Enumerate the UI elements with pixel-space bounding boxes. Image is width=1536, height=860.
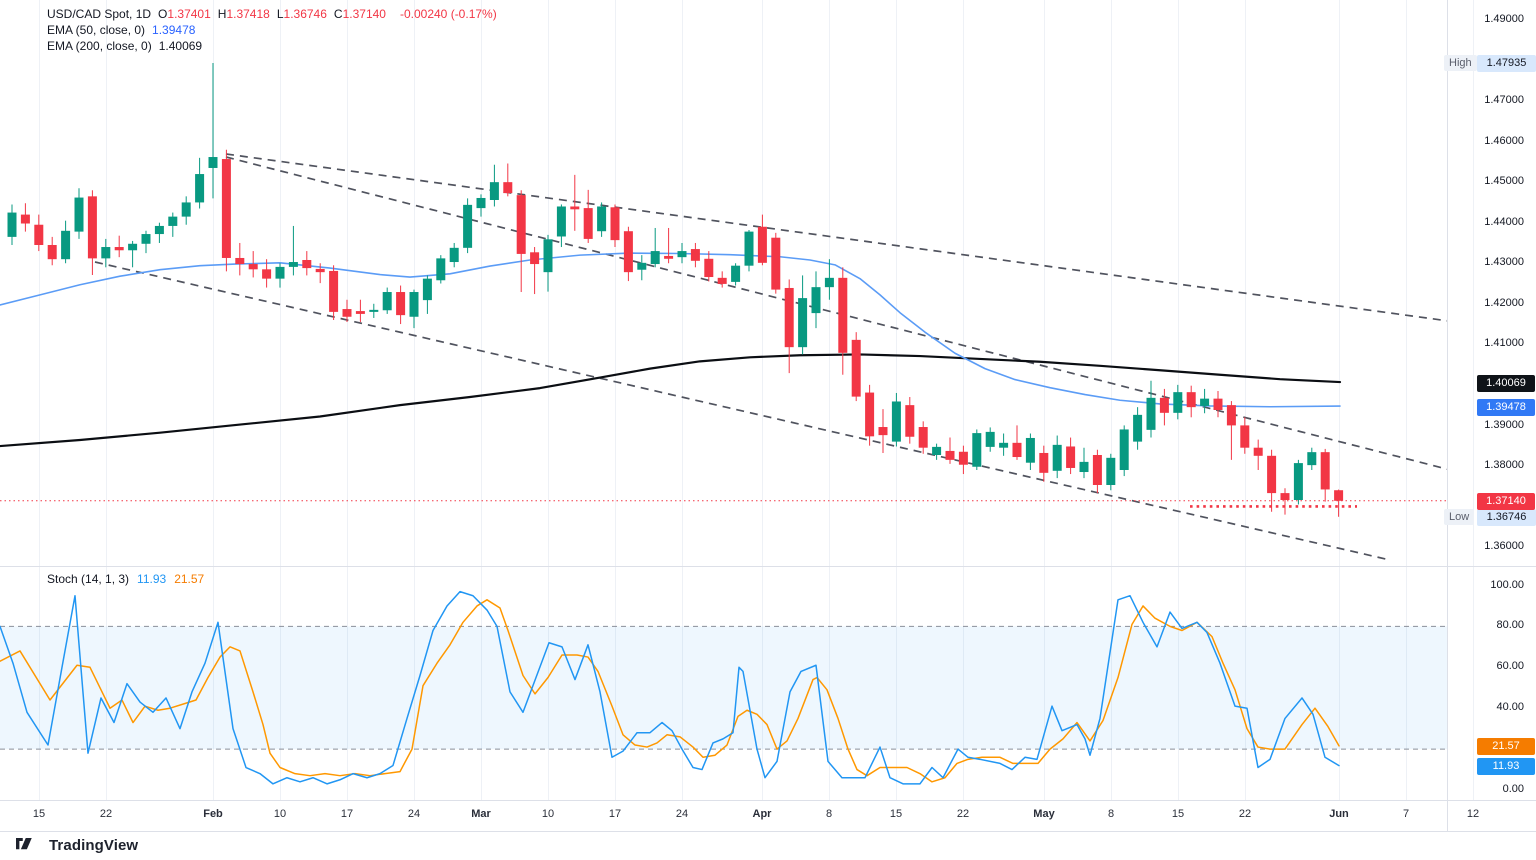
stoch-k-line[interactable] [0, 590, 1340, 785]
axis-price-label: 1.39000 [1484, 419, 1524, 431]
time-axis-label-15: 15 [1171, 808, 1185, 820]
time-axis-label-7: 7 [1402, 808, 1410, 820]
axis-price-label: 1.38000 [1484, 459, 1524, 471]
time-axis-label-apr: Apr [752, 808, 772, 820]
stoch-d-value: 21.57 [174, 572, 205, 586]
ema50-value: 1.39478 [152, 23, 196, 37]
ohlc-values: O1.37401 H1.37418 L1.36746 C1.37140 [158, 7, 393, 21]
ohlc-c: C1.37140 [333, 7, 386, 21]
stoch-d-line[interactable] [0, 599, 1340, 783]
axis-price-label: 1.42000 [1484, 297, 1524, 309]
ohlc-l: L1.36746 [276, 7, 327, 21]
axis-price-label: 1.36000 [1484, 540, 1524, 552]
axis-price-label: 1.47000 [1484, 94, 1524, 106]
time-axis-label-10: 10 [541, 808, 555, 820]
tradingview-logo-icon [16, 838, 32, 850]
stochastic-pane[interactable] [0, 567, 1447, 800]
axis-price-label: 1.44000 [1484, 216, 1524, 228]
axis-stoch-label: 100.00 [1490, 578, 1524, 591]
symbol-legend-row[interactable]: USD/CAD Spot, 1D O1.37401 H1.37418 L1.3674… [47, 6, 497, 22]
price-pane[interactable] [0, 0, 1447, 566]
tradingview-logo-text: TradingView [49, 837, 139, 854]
tradingview-logo[interactable]: TradingView [16, 837, 138, 854]
time-axis-label-17: 17 [340, 808, 354, 820]
axis-price-label: 1.49000 [1484, 13, 1524, 25]
ema200-value: 1.40069 [158, 39, 203, 53]
main-legend: USD/CAD Spot, 1D O1.37401 H1.37418 L1.3674… [47, 6, 497, 54]
time-axis-label-24: 24 [675, 808, 689, 820]
low-marker-value: 1.36746 [1477, 509, 1536, 526]
stoch-legend-row[interactable]: Stoch (14, 1, 3) 11.93 21.57 [47, 572, 204, 586]
axis-price-label: 1.41000 [1484, 337, 1524, 349]
time-axis-label-22: 22 [956, 808, 970, 820]
pane-borders [0, 0, 1536, 832]
axis-price-badge: 1.37140 [1477, 493, 1535, 510]
axis-stoch-label: 40.00 [1496, 701, 1524, 714]
ohlc-h: H1.37418 [217, 7, 270, 21]
axis-stoch-badge: 11.93 [1477, 757, 1535, 775]
axis-price-label: 1.43000 [1484, 256, 1524, 268]
time-axis-label-may: May [1033, 808, 1055, 820]
time-axis-label-15: 15 [32, 808, 46, 820]
trendlines[interactable] [94, 153, 1478, 561]
ema50-line[interactable] [0, 252, 1341, 408]
ema200-line[interactable] [0, 353, 1342, 448]
time-axis-label-8: 8 [1107, 808, 1115, 820]
high-marker-chip: High [1444, 55, 1477, 71]
axis-price-label: 1.46000 [1484, 135, 1524, 147]
time-axis-label-10: 10 [273, 808, 287, 820]
ema200-legend-row[interactable]: EMA (200, close, 0) 1.40069 [47, 38, 497, 54]
stoch-band [0, 625, 1447, 750]
time-axis-label-12: 12 [1466, 808, 1480, 820]
axis-stoch-label: 60.00 [1496, 660, 1524, 673]
time-axis-label-22: 22 [1238, 808, 1252, 820]
axis-stoch-label: 80.00 [1496, 619, 1524, 632]
axis-price-badge: 1.40069 [1477, 375, 1535, 392]
stoch-k-value: 11.93 [137, 572, 167, 586]
time-axis-label-8: 8 [825, 808, 833, 820]
ohlc-o: O1.37401 [158, 7, 211, 21]
stoch-label: Stoch (14, 1, 3) [47, 572, 130, 586]
axis-stoch-badge: 21.57 [1477, 737, 1535, 755]
ema50-legend-row[interactable]: EMA (50, close, 0) 1.39478 [47, 22, 497, 38]
time-axis-label-mar: Mar [471, 808, 491, 820]
high-marker-value: 1.47935 [1477, 55, 1536, 72]
ema200-label: EMA (200, close, 0) [47, 39, 152, 53]
time-axis-label-feb: Feb [203, 808, 223, 820]
candlestick-series[interactable] [7, 62, 1344, 517]
time-axis-label-22: 22 [99, 808, 113, 820]
low-marker-chip: Low [1444, 509, 1475, 525]
axis-price-badge: 1.39478 [1477, 399, 1535, 416]
time-axis-label-24: 24 [407, 808, 421, 820]
symbol-title: USD/CAD Spot, 1D [47, 7, 152, 21]
time-axis-label-jun: Jun [1329, 808, 1349, 820]
time-axis-label-17: 17 [608, 808, 622, 820]
axis-price-label: 1.45000 [1484, 175, 1524, 187]
axis-stoch-label: 0.00 [1502, 783, 1524, 795]
change-value: -0.00240 (-0.17%) [399, 7, 497, 21]
ema50-label: EMA (50, close, 0) [47, 23, 146, 37]
time-axis-label-15: 15 [889, 808, 903, 820]
